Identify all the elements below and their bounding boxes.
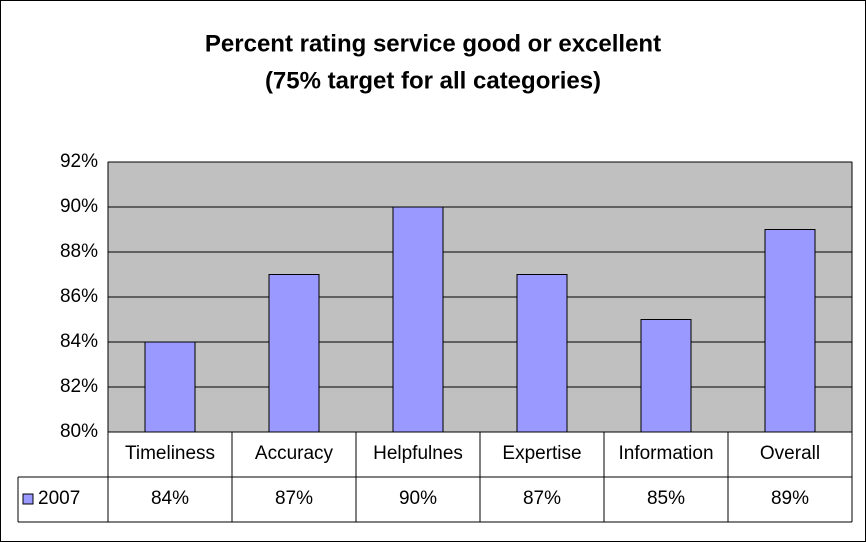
y-tick-label: 86% [60, 286, 98, 307]
table-value: 85% [647, 488, 685, 509]
y-tick-label: 82% [60, 376, 98, 397]
y-tick-label: 88% [60, 241, 98, 262]
table-value: 87% [523, 488, 561, 509]
bar [640, 319, 692, 433]
chart-title: Percent rating service good or excellent [205, 30, 661, 57]
bar [516, 274, 568, 433]
x-tick-label: Helpfulnes [373, 443, 463, 464]
bar [764, 229, 816, 433]
bar [144, 341, 196, 433]
y-tick-label: 90% [60, 196, 98, 217]
x-tick-label: Information [618, 443, 713, 464]
bar [392, 206, 444, 433]
table-value: 89% [771, 488, 809, 509]
table-value: 87% [275, 488, 313, 509]
legend-label: 2007 [38, 488, 80, 509]
y-tick-label: 80% [60, 421, 98, 442]
x-tick-label: Overall [760, 443, 820, 464]
x-tick-label: Timeliness [125, 443, 215, 464]
y-tick-label: 92% [60, 151, 98, 172]
table-value: 84% [151, 488, 189, 509]
bar [268, 274, 320, 433]
chart-subtitle: (75% target for all categories) [265, 67, 601, 94]
y-tick-label: 84% [60, 331, 98, 352]
x-tick-label: Expertise [502, 443, 581, 464]
x-tick-label: Accuracy [255, 443, 334, 464]
legend-key [22, 493, 34, 505]
table-value: 90% [399, 488, 437, 509]
